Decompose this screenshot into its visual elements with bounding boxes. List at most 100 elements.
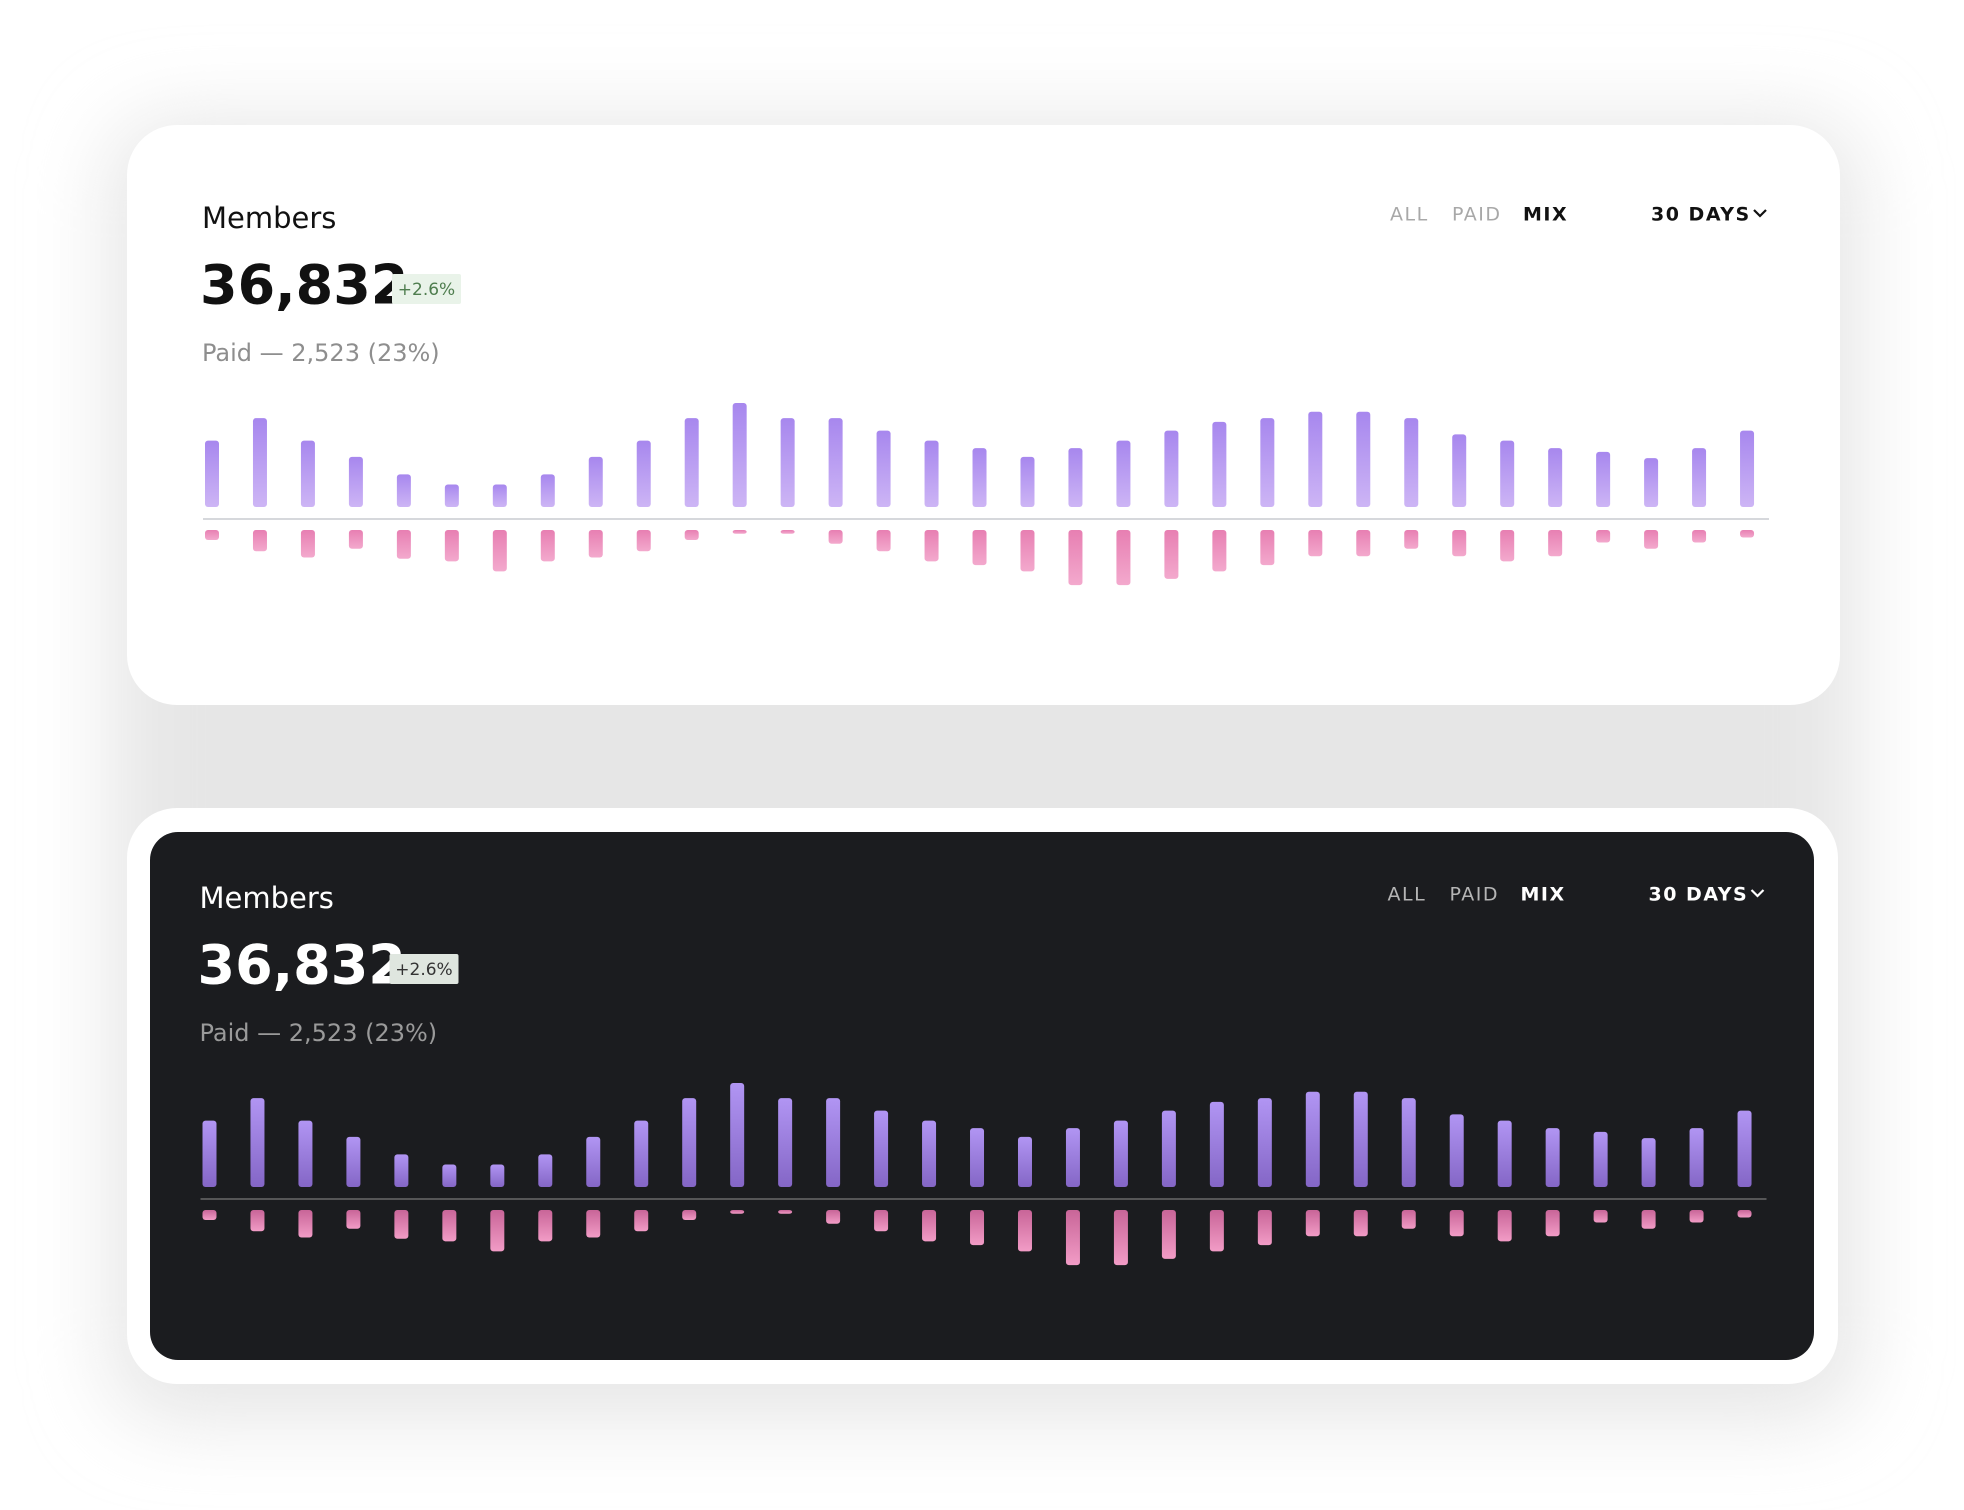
paid-bar [1689,1210,1704,1223]
chart-card: Members 36,832+2.6% Paid — 2,523 (23%) ALL P… [198,881,1767,1266]
paid-bar [346,1210,361,1229]
filter-tab[interactable]: ALL [1390,204,1429,226]
paid-bar [972,530,987,566]
member-bar [682,1098,697,1187]
member-bar [1260,418,1275,507]
member-bar [492,484,507,507]
paid-bar [874,1210,889,1232]
member-bar [396,474,411,507]
paid-bar [1113,1210,1128,1266]
member-bar [490,1164,505,1187]
range-select[interactable]: 30 DAYS [1651,204,1751,226]
member-bar [444,484,459,507]
member-bar [1161,1110,1176,1187]
paid-bar [205,530,219,541]
paid-bar [1212,530,1227,572]
paid-bar [202,1210,217,1221]
paid-bar [828,530,843,544]
member-bar [1644,458,1659,507]
member-bar [252,418,267,507]
paid-bar [634,1210,649,1232]
paid-bar [396,530,411,559]
paid-bar [1449,1210,1464,1237]
paid-bar [300,530,315,558]
paid-bar [922,1210,937,1242]
member-bar [874,1110,889,1187]
paid-bar [924,530,939,562]
member-bar [924,440,939,507]
member-bar [1689,1128,1704,1187]
member-bar [780,418,795,507]
paid-bar [636,530,651,552]
paid-bar [1065,1210,1080,1266]
paid-bar [1209,1210,1224,1252]
paid-bar [730,1210,745,1214]
light-card [127,125,1840,705]
member-bar [1212,421,1227,507]
paid-bar [490,1210,505,1252]
member-bar [636,440,651,507]
paid-bar [1737,1210,1752,1218]
change-badge [389,954,459,984]
paid-bar [1593,1210,1608,1223]
paid-bar [1161,1210,1176,1259]
paid-bar [444,530,459,562]
member-bar [1308,411,1323,507]
paid-summary: Paid — 2,523 (23%) [200,1019,438,1047]
paid-bar [538,1210,553,1242]
member-bar [730,1083,745,1187]
member-bar [1017,1136,1032,1187]
chevron[interactable] [1750,889,1765,898]
member-bar [442,1164,457,1187]
member-bar [394,1154,409,1187]
metric-value: 36,832 [200,254,408,317]
member-bar [1257,1098,1272,1187]
member-bar [1737,1110,1752,1187]
member-bar [586,1136,601,1187]
filter-tab[interactable]: MIX [1521,884,1566,906]
chevron[interactable] [1753,209,1767,218]
paid-summary: Paid — 2,523 (23%) [202,339,440,367]
paid-bar [298,1210,313,1238]
filter-tab[interactable]: PAID [1452,204,1501,226]
paid-bar [876,530,891,552]
paid-bar [1401,1210,1416,1229]
paid-bar [1020,530,1035,572]
member-bar [1548,448,1563,507]
change-label: +2.6% [398,280,455,300]
filter-tab[interactable]: PAID [1450,884,1499,906]
member-bar [1593,1131,1608,1187]
chart-card: Members 36,832+2.6% Paid — 2,523 (23%) ALL P… [200,201,1769,586]
range-select[interactable]: 30 DAYS [1649,884,1749,906]
member-bar [1500,440,1515,507]
paid-bar [1545,1210,1560,1237]
dark-card [150,832,1814,1360]
paid-bar [1644,530,1659,549]
member-bar [538,1154,553,1187]
member-bar [922,1120,937,1187]
paid-bar [684,530,699,541]
paid-bar [1116,530,1131,586]
member-bar [1209,1101,1224,1187]
member-bar [1068,448,1083,507]
card-title: Members [202,201,336,235]
paid-bar [492,530,507,572]
change-badge [392,274,461,304]
member-bar [826,1098,841,1187]
paid-bar [1596,530,1611,543]
metric-value: 36,832 [198,934,406,997]
member-bar [1164,430,1179,507]
paid-bar [1452,530,1467,557]
paid-bar [586,1210,601,1238]
member-bar [1353,1091,1368,1187]
paid-bar [1260,530,1275,566]
filter-tab[interactable]: MIX [1523,204,1568,226]
filter-tab[interactable]: ALL [1388,884,1427,906]
member-bar [1740,430,1755,507]
paid-bar [252,530,267,552]
paid-bar [1068,530,1083,586]
paid-bar [1305,1210,1320,1237]
paid-bar [1404,530,1419,549]
member-bar [540,474,555,507]
member-bar [1113,1120,1128,1187]
